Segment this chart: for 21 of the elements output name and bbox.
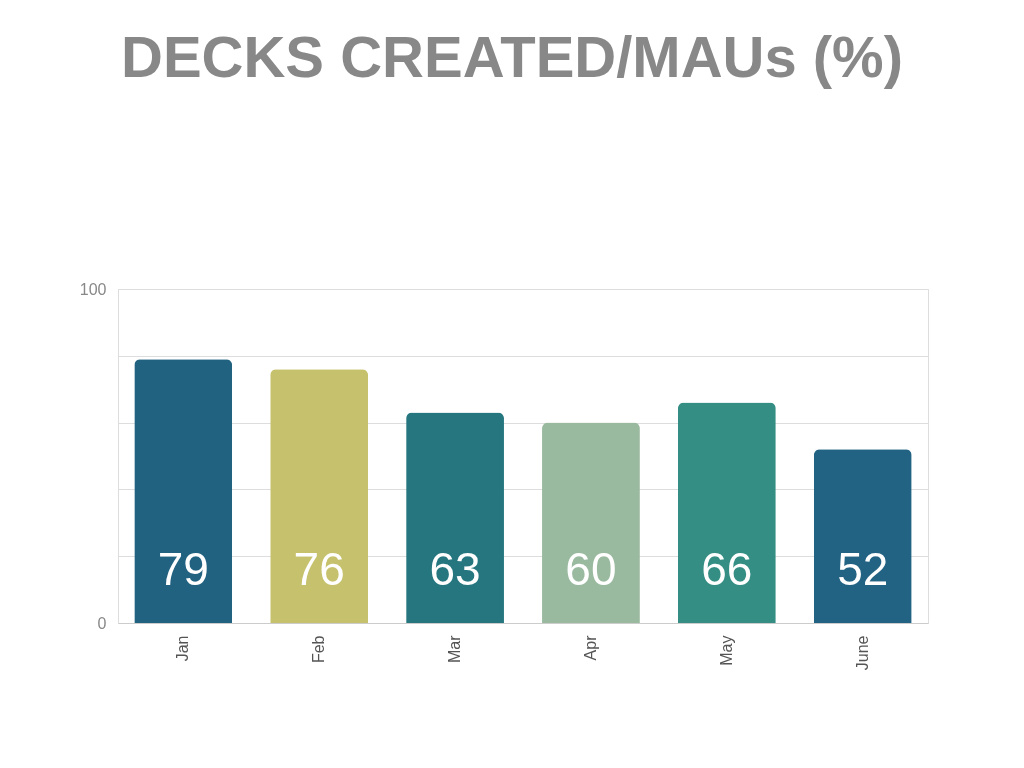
y-tick-label: 100 [79,280,107,298]
bar [542,422,640,623]
x-tick-label: Mar [446,634,464,664]
bar [406,412,504,623]
x-tick-label: Apr [581,634,599,661]
bar [134,359,233,623]
data-label: 79 [157,543,209,595]
y-tick-label: 0 [97,614,107,632]
data-label: 52 [837,543,889,595]
data-label: 60 [565,543,617,595]
data-label: 63 [429,543,481,595]
bar [677,402,776,623]
data-label: 66 [701,543,753,595]
bar [270,369,369,623]
data-label: 76 [293,543,345,595]
chart-title: DECKS CREATED/MAUs (%) [121,24,903,89]
x-tick-label: June [853,635,871,671]
bar [813,449,912,623]
x-tick-label: May [717,635,735,666]
x-tick-label: Jan [174,635,192,662]
x-tick-label: Feb [310,635,328,664]
